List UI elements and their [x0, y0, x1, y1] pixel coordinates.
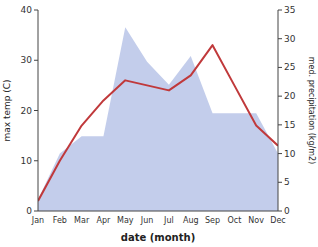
y2-tick: [278, 124, 282, 125]
x-tick-label: Apr: [97, 216, 112, 225]
y2-axis-line: [278, 10, 279, 211]
y2-tick: [278, 38, 282, 39]
y-tick-label: 10: [21, 156, 33, 166]
y-tick: [34, 110, 38, 111]
y-tick-label: 0: [26, 206, 32, 216]
y2-tick: [278, 211, 282, 212]
y2-tick: [278, 182, 282, 183]
y2-tick-label: 30: [284, 34, 296, 44]
y2-tick-label: 10: [284, 149, 296, 159]
y2-tick: [278, 96, 282, 97]
y2-tick-label: 35: [284, 5, 295, 15]
y-tick-label: 20: [21, 106, 33, 116]
x-tick-label: May: [117, 216, 134, 225]
x-axis-line: [38, 211, 278, 212]
x-tick-label: Dec: [270, 216, 285, 225]
plot-area: [38, 27, 278, 211]
chart: 0 10 20 30 40 0 5 10 15 20 25 30 35 Jan Feb Mar Apr May Ju…: [0, 0, 318, 247]
y2-tick-label: 15: [284, 120, 295, 130]
x-tick-label: Feb: [53, 216, 67, 225]
y2-tick-label: 20: [284, 91, 296, 101]
y2-axis-label: med. precipitation (kg/m2): [307, 57, 316, 164]
y-tick-label: 40: [21, 5, 33, 15]
y2-tick: [278, 153, 282, 154]
area: [38, 27, 278, 211]
y2-tick-label: 25: [284, 62, 295, 72]
x-tick-label: Jul: [163, 216, 174, 225]
line: [38, 45, 278, 201]
y-tick-label: 30: [21, 55, 33, 65]
x-tick-label: Aug: [183, 216, 199, 225]
x-tick-label: Sep: [205, 216, 220, 225]
y2-tick-label: 5: [284, 177, 290, 187]
x-tick-label: Mar: [74, 216, 90, 225]
y-tick: [34, 10, 38, 11]
x-tick-label: Oct: [227, 216, 241, 225]
x-tick-label: Jan: [31, 216, 44, 225]
y2-tick: [278, 67, 282, 68]
y-tick: [34, 60, 38, 61]
x-axis-label: date (month): [121, 232, 195, 243]
x-tick-label: Nov: [248, 216, 264, 225]
y2-tick-label: 0: [284, 206, 290, 216]
x-tick-label: Jun: [140, 216, 154, 225]
y-tick: [34, 211, 38, 212]
y-tick: [34, 160, 38, 161]
y2-tick: [278, 10, 282, 11]
y-axis-label: max temp (C): [2, 79, 12, 141]
